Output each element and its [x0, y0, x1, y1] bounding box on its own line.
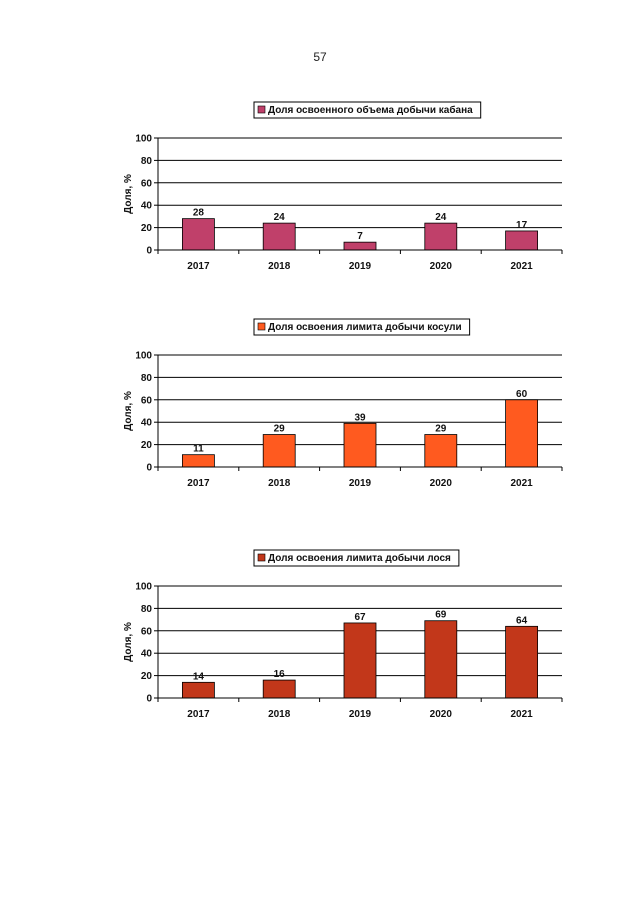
x-tick-label: 2021 — [510, 261, 533, 272]
bar-value-label: 67 — [354, 612, 366, 623]
legend-swatch — [257, 322, 266, 331]
legend: Доля освоения лимита добычи лося — [253, 549, 460, 567]
x-tick-label: 2018 — [268, 478, 291, 489]
x-tick-label: 2020 — [430, 709, 453, 720]
bar-value-label: 11 — [193, 444, 204, 455]
x-tick-label: 2021 — [510, 709, 533, 720]
bar — [181, 454, 215, 468]
bar — [181, 218, 215, 251]
y-tick-label: 0 — [146, 463, 152, 474]
bar-value-label: 29 — [435, 424, 447, 435]
y-tick-label: 0 — [146, 246, 152, 257]
bar — [181, 681, 215, 699]
legend-box — [253, 101, 482, 119]
page-number: 57 — [313, 50, 327, 64]
x-tick-label: 2017 — [187, 709, 210, 720]
y-tick-label: 40 — [141, 649, 153, 660]
y-tick-label: 20 — [141, 440, 153, 451]
x-tick-label: 2021 — [510, 478, 533, 489]
y-tick-label: 80 — [141, 604, 153, 615]
bar — [262, 222, 296, 251]
bar-value-label: 17 — [516, 220, 528, 231]
x-tick-label: 2020 — [430, 261, 453, 272]
bar-value-label: 29 — [274, 424, 286, 435]
legend-swatch — [257, 105, 266, 114]
bar-value-label: 24 — [274, 212, 286, 223]
y-tick-label: 40 — [141, 418, 153, 429]
chart-boar: Доля освоенного объема добычи кабана 0 20 4… — [123, 101, 563, 272]
y-axis-title: Доля, % — [123, 391, 134, 431]
x-tick-label: 2018 — [268, 261, 291, 272]
bar-value-label: 16 — [274, 669, 286, 680]
legend: Доля освоения лимита добычи косули — [253, 318, 471, 336]
bar — [424, 434, 458, 468]
legend-label: Доля освоения лимита добычи косули — [268, 321, 462, 333]
x-tick-label: 2018 — [268, 709, 291, 720]
y-tick-label: 0 — [146, 694, 152, 705]
y-tick-label: 80 — [141, 373, 153, 384]
x-tick-label: 2020 — [430, 478, 453, 489]
chart-roe-deer: Доля освоения лимита добычи косули 0 20 40 6… — [123, 318, 563, 489]
bar-value-label: 24 — [435, 212, 447, 223]
legend-box — [253, 549, 460, 567]
bar — [262, 434, 296, 468]
y-tick-label: 60 — [141, 178, 153, 189]
legend-label: Доля освоения лимита добычи лося — [268, 552, 451, 564]
legend-label: Доля освоенного объема добычи кабана — [268, 104, 473, 116]
x-tick-label: 2019 — [349, 478, 372, 489]
legend-box — [253, 318, 471, 336]
x-tick-label: 2017 — [187, 478, 210, 489]
bar-value-label: 64 — [516, 615, 528, 626]
y-tick-label: 60 — [141, 395, 153, 406]
x-tick-label: 2019 — [349, 261, 372, 272]
bar-value-label: 69 — [435, 610, 447, 621]
y-tick-label: 20 — [141, 223, 153, 234]
x-tick-label: 2017 — [187, 261, 210, 272]
x-tick-label: 2019 — [349, 709, 372, 720]
y-tick-label: 60 — [141, 626, 153, 637]
bar-value-label: 28 — [193, 208, 205, 219]
y-tick-label: 80 — [141, 156, 153, 167]
bar — [505, 625, 539, 699]
bar-value-label: 39 — [354, 412, 366, 423]
bar-value-label: 60 — [516, 389, 528, 400]
bar — [424, 222, 458, 251]
bar — [262, 679, 296, 699]
bar — [505, 230, 539, 251]
y-tick-label: 40 — [141, 201, 153, 212]
bar-value-label: 14 — [193, 671, 205, 682]
legend-swatch — [257, 553, 266, 562]
legend: Доля освоенного объема добычи кабана — [253, 101, 482, 119]
bar — [343, 622, 377, 699]
y-tick-label: 100 — [135, 351, 152, 362]
y-tick-label: 100 — [135, 134, 152, 145]
y-tick-label: 100 — [135, 582, 152, 593]
y-axis-title: Доля, % — [123, 622, 134, 662]
bar-value-label: 7 — [357, 231, 363, 242]
bar — [343, 241, 377, 251]
bar — [424, 620, 458, 699]
bar — [343, 422, 377, 468]
y-axis-title: Доля, % — [123, 174, 134, 214]
chart-moose: Доля освоения лимита добычи лося 0 20 40 60 8… — [123, 549, 563, 720]
y-tick-label: 20 — [141, 671, 153, 682]
bar — [505, 399, 539, 468]
